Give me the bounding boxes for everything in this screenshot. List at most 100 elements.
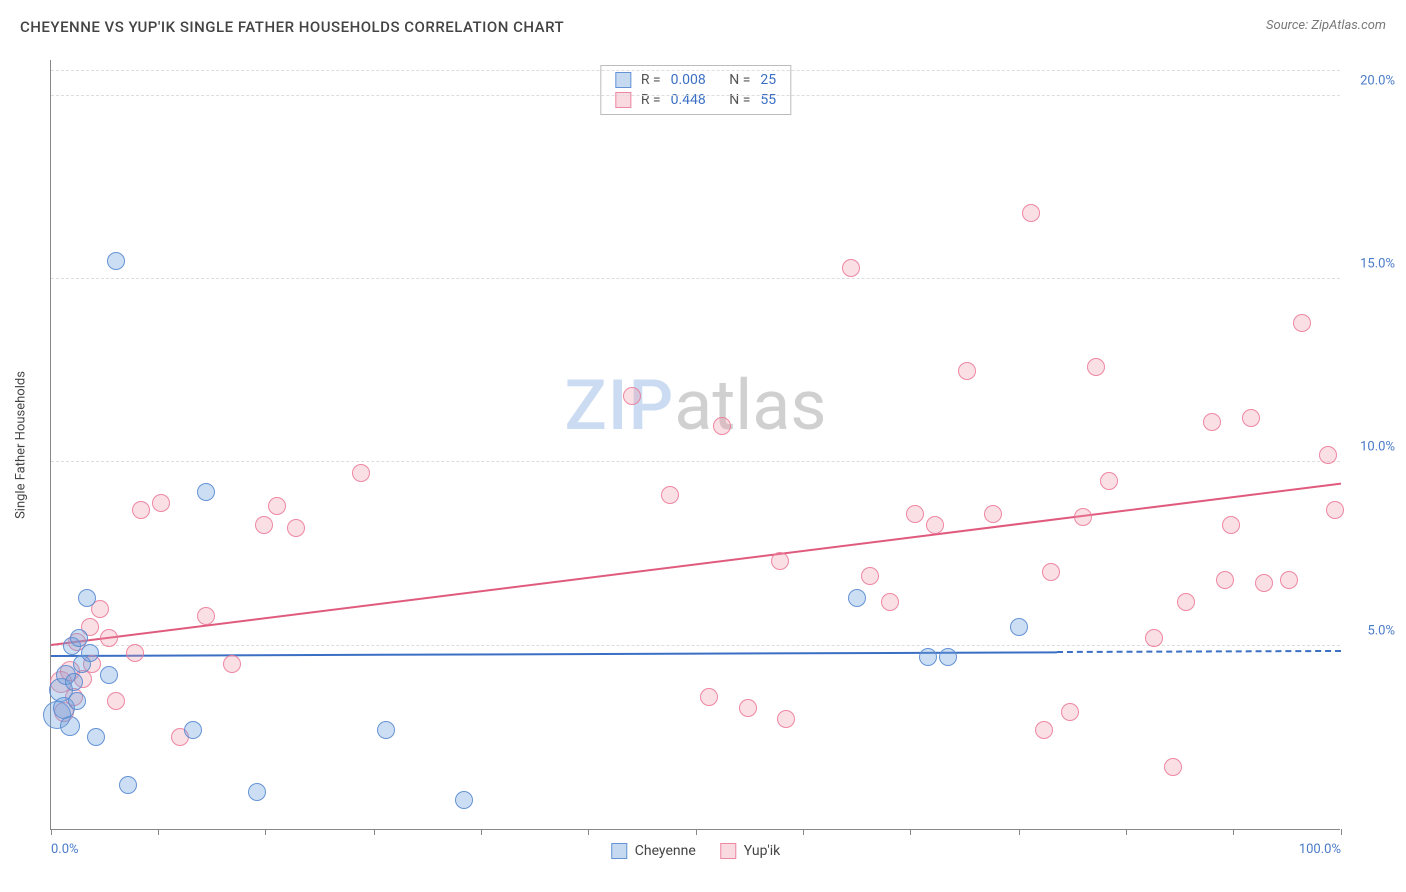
data-point-yup'ik xyxy=(1242,409,1260,427)
data-point-yup'ik xyxy=(152,494,170,512)
data-point-yup'ik xyxy=(700,688,718,706)
data-point-yup'ik xyxy=(1203,413,1221,431)
trend-line-cheyenne xyxy=(51,651,1057,657)
x-tick xyxy=(696,829,697,835)
x-tick xyxy=(481,829,482,835)
y-tick-label: 5.0% xyxy=(1367,623,1395,638)
data-point-yup'ik xyxy=(984,505,1002,523)
header: CHEYENNE VS YUP'IK SINGLE FATHER HOUSEHO… xyxy=(20,18,1386,36)
data-point-cheyenne xyxy=(848,589,866,607)
gridline xyxy=(51,645,1340,646)
data-point-yup'ik xyxy=(1035,721,1053,739)
data-point-cheyenne xyxy=(919,648,937,666)
data-point-cheyenne xyxy=(100,666,118,684)
x-tick xyxy=(1019,829,1020,835)
data-point-yup'ik xyxy=(958,362,976,380)
data-point-yup'ik xyxy=(1326,501,1344,519)
data-point-yup'ik xyxy=(268,497,286,515)
data-point-cheyenne xyxy=(197,483,215,501)
x-tick xyxy=(588,829,589,835)
x-tick xyxy=(51,829,52,835)
data-point-cheyenne xyxy=(78,589,96,607)
data-point-yup'ik xyxy=(1022,204,1040,222)
watermark-zip: ZIP xyxy=(565,365,675,447)
data-point-yup'ik xyxy=(1074,508,1092,526)
data-point-yup'ik xyxy=(861,567,879,585)
data-point-yup'ik xyxy=(1087,358,1105,376)
legend-item-cheyenne: Cheyenne xyxy=(611,843,696,859)
source-label: Source: ZipAtlas.com xyxy=(1266,18,1386,33)
x-tick xyxy=(910,829,911,835)
data-point-yup'ik xyxy=(713,417,731,435)
legend-label-cheyenne: Cheyenne xyxy=(635,843,696,859)
plot-area: Single Father Households ZIPatlas R = 0.… xyxy=(50,60,1340,830)
stats-row-cheyenne: R = 0.008 N = 25 xyxy=(615,70,776,90)
data-point-yup'ik xyxy=(739,699,757,717)
cheyenne-n-value: 25 xyxy=(760,72,776,88)
x-tick xyxy=(158,829,159,835)
data-point-cheyenne xyxy=(455,791,473,809)
swatch-blue-icon xyxy=(615,72,631,88)
stats-row-yupik: R = 0.448 N = 55 xyxy=(615,90,776,110)
data-point-yup'ik xyxy=(777,710,795,728)
x-tick xyxy=(1233,829,1234,835)
x-tick xyxy=(803,829,804,835)
data-point-yup'ik xyxy=(1293,314,1311,332)
data-point-yup'ik xyxy=(1319,446,1337,464)
watermark: ZIPatlas xyxy=(565,365,827,447)
gridline xyxy=(51,461,1340,462)
y-axis-label: Single Father Households xyxy=(14,371,29,519)
data-point-yup'ik xyxy=(1216,571,1234,589)
stats-box: R = 0.008 N = 25 R = 0.448 N = 55 xyxy=(600,65,791,115)
data-point-yup'ik xyxy=(223,655,241,673)
gridline xyxy=(51,95,1340,96)
data-point-cheyenne xyxy=(939,648,957,666)
data-point-yup'ik xyxy=(623,387,641,405)
data-point-yup'ik xyxy=(1100,472,1118,490)
gridline xyxy=(51,278,1340,279)
trend-line-dash xyxy=(1057,650,1341,653)
gridline xyxy=(51,70,1340,71)
data-point-cheyenne xyxy=(1010,618,1028,636)
y-tick-label: 20.0% xyxy=(1360,73,1395,88)
r-label: R = xyxy=(641,72,661,88)
trend-line-yup'ik xyxy=(51,482,1341,645)
data-point-yup'ik xyxy=(661,486,679,504)
y-tick-label: 15.0% xyxy=(1360,257,1395,272)
x-tick xyxy=(1126,829,1127,835)
bottom-legend: Cheyenne Yup'ik xyxy=(611,843,781,859)
n-label: N = xyxy=(729,72,750,88)
data-point-yup'ik xyxy=(287,519,305,537)
data-point-cheyenne xyxy=(68,692,86,710)
data-point-cheyenne xyxy=(81,644,99,662)
watermark-atlas: atlas xyxy=(674,365,826,447)
data-point-yup'ik xyxy=(255,516,273,534)
legend-label-yupik: Yup'ik xyxy=(744,843,780,859)
data-point-yup'ik xyxy=(126,644,144,662)
chart-container: CHEYENNE VS YUP'IK SINGLE FATHER HOUSEHO… xyxy=(0,0,1406,892)
data-point-yup'ik xyxy=(842,259,860,277)
data-point-cheyenne xyxy=(377,721,395,739)
data-point-yup'ik xyxy=(1145,629,1163,647)
data-point-yup'ik xyxy=(906,505,924,523)
data-point-yup'ik xyxy=(197,607,215,625)
data-point-yup'ik xyxy=(1222,516,1240,534)
x-tick xyxy=(265,829,266,835)
data-point-yup'ik xyxy=(132,501,150,519)
data-point-yup'ik xyxy=(107,692,125,710)
data-point-cheyenne xyxy=(60,716,80,736)
chart-title: CHEYENNE VS YUP'IK SINGLE FATHER HOUSEHO… xyxy=(20,18,564,36)
data-point-cheyenne xyxy=(248,783,266,801)
data-point-cheyenne xyxy=(107,252,125,270)
x-tick-label: 100.0% xyxy=(1299,842,1341,857)
x-tick xyxy=(1341,829,1342,835)
x-tick xyxy=(374,829,375,835)
data-point-yup'ik xyxy=(881,593,899,611)
data-point-cheyenne xyxy=(184,721,202,739)
data-point-yup'ik xyxy=(1061,703,1079,721)
swatch-pink-icon xyxy=(720,843,736,859)
data-point-cheyenne xyxy=(65,673,83,691)
data-point-cheyenne xyxy=(87,728,105,746)
cheyenne-r-value: 0.008 xyxy=(671,72,706,88)
data-point-yup'ik xyxy=(1280,571,1298,589)
